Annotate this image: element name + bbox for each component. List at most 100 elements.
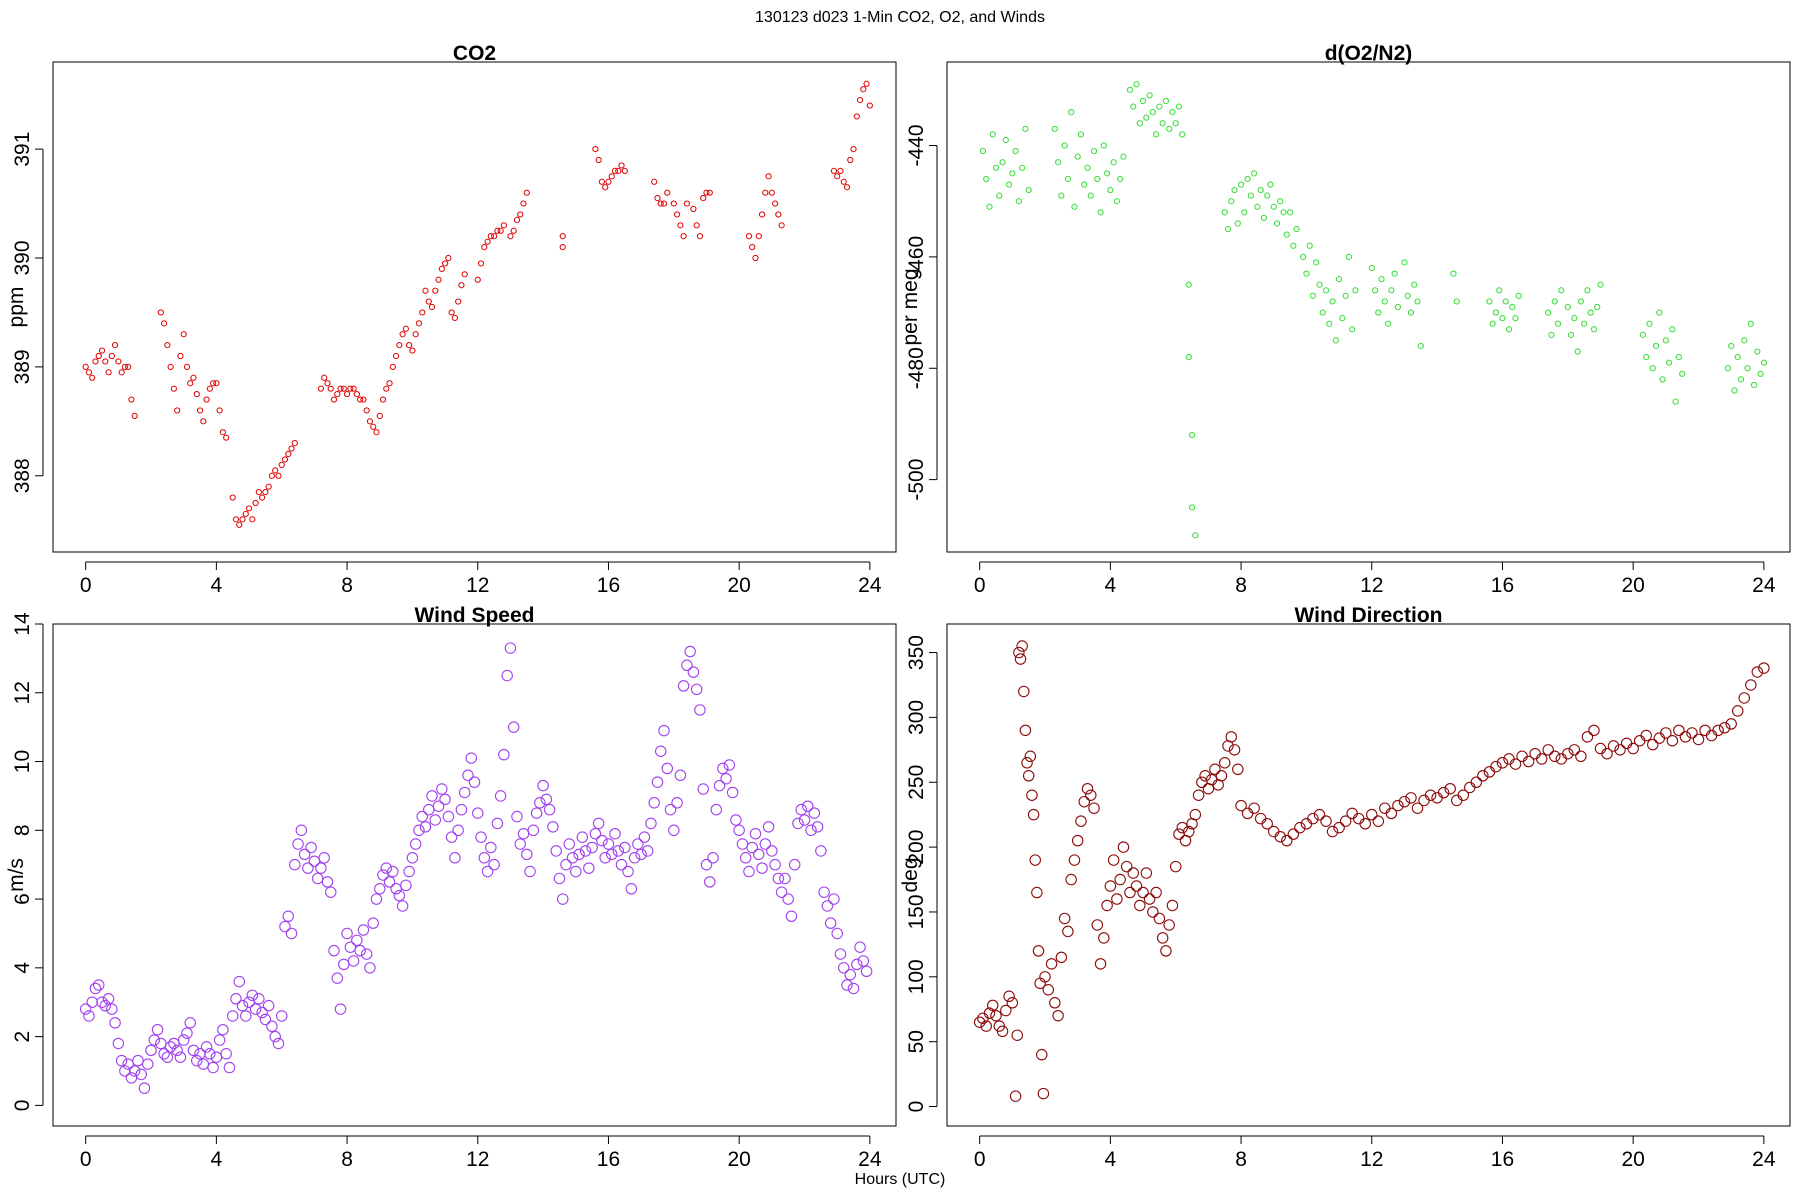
co2-data-point (487, 233, 494, 240)
wind-speed-data-point (458, 786, 471, 799)
o2-data-point (996, 192, 1003, 199)
wind-speed-data-point (628, 852, 641, 864)
wind-direction-data-point (1575, 750, 1587, 763)
wind-direction-data-point (1529, 747, 1541, 760)
o2-data-point (1584, 287, 1591, 294)
wind-direction-data-point (1081, 782, 1094, 795)
wind-direction-data-point (1052, 1009, 1064, 1022)
o2-data-point (1407, 309, 1415, 316)
wind-speed-data-point (429, 814, 442, 826)
co2-x-tick-label: 20 (727, 574, 750, 597)
wind-direction-data-point (1535, 753, 1548, 765)
wind-direction-data-point (1281, 834, 1293, 847)
wind-direction-data-point (1267, 825, 1280, 838)
wind-speed-data-point (96, 996, 108, 1008)
o2-data-point (1074, 153, 1081, 160)
co2-data-point (765, 173, 772, 180)
o2-data-point (1548, 331, 1555, 338)
wind-speed-data-point (543, 803, 556, 816)
o2-data-point (1734, 354, 1741, 361)
co2-y-tick-label: 389 (11, 349, 34, 384)
co2-data-point (598, 178, 606, 185)
o2-data-point (1368, 264, 1375, 272)
co2-x-tick-label: 12 (466, 574, 489, 597)
wind-speed-y-axis-label: m/s (5, 858, 28, 892)
o2-data-point (1352, 287, 1359, 294)
wind-speed-data-point (426, 790, 438, 802)
co2-data-point (474, 276, 481, 283)
co2-data-point (379, 396, 387, 403)
wind-speed-data-point (762, 821, 775, 833)
co2-data-point (497, 227, 504, 234)
o2-data-point (979, 147, 987, 155)
wind-direction-data-point (1011, 1029, 1023, 1041)
co2-data-point (853, 113, 860, 120)
o2-x-tick-label: 12 (1360, 574, 1383, 597)
wind-speed-data-point (161, 1051, 174, 1063)
panel-o2: d(O2/N2) 0 4 8 12 16 20 24 -500 -480 -460 -440 per m… (899, 42, 1791, 597)
co2-y-axis-label: ppm (5, 287, 28, 328)
wind-speed-data-point (197, 1058, 210, 1070)
co2-data-point (216, 407, 223, 414)
wind-direction-data-point (1679, 731, 1692, 743)
wind-speed-data-point (295, 824, 308, 837)
wind-speed-data-point (815, 845, 827, 857)
wind-speed-x-tick-label: 0 (80, 1148, 92, 1171)
wind-speed-data-point (403, 865, 415, 878)
wind-speed-data-point (259, 1013, 272, 1026)
co2-data-point (324, 380, 331, 387)
wind-speed-data-point (654, 745, 667, 757)
o2-data-point (1273, 220, 1281, 227)
o2-data-point (1316, 281, 1323, 288)
wind-direction-data-point (1320, 815, 1332, 827)
wind-speed-data-point (354, 944, 366, 957)
wind-direction-data-point (1392, 799, 1404, 812)
wind-direction-data-point (1153, 912, 1166, 925)
o2-data-point (1659, 376, 1666, 383)
wind-speed-data-point (357, 924, 370, 936)
o2-data-point (1590, 326, 1598, 333)
wind-direction-data-point (1032, 945, 1045, 957)
co2-data-point (259, 494, 266, 501)
wind-direction-data-point (1248, 802, 1260, 814)
wind-speed-data-point (527, 824, 540, 837)
co2-data-point (481, 244, 488, 251)
o2-data-point (1172, 120, 1179, 127)
wind-direction-data-point (1313, 808, 1326, 821)
wind-direction-data-point (1039, 971, 1051, 983)
wind-speed-data-point (625, 883, 638, 895)
o2-data-point (1051, 125, 1058, 132)
o2-data-point (1185, 354, 1192, 361)
co2-data-point (409, 347, 416, 354)
wind-direction-data-point (1352, 812, 1365, 825)
o2-data-point (1394, 303, 1402, 311)
wind-speed-data-point (583, 862, 595, 874)
o2-data-point (1251, 170, 1258, 177)
o2-data-point (1669, 326, 1676, 333)
wind-speed-data-point (704, 876, 716, 888)
o2-data-point (1453, 298, 1460, 305)
wind-speed-data-point (315, 862, 327, 874)
o2-data-point (1728, 342, 1735, 350)
o2-data-point (1081, 181, 1088, 188)
wind-speed-data-point (334, 1003, 347, 1015)
wind-speed-data-point (109, 1017, 121, 1029)
wind-speed-data-point (537, 779, 549, 792)
co2-data-point (121, 363, 128, 370)
co2-data-point (696, 233, 704, 240)
wind-speed-data-point (204, 1048, 216, 1060)
o2-data-point (1117, 175, 1124, 183)
o2-data-point (1087, 192, 1094, 199)
co2-data-point (500, 222, 508, 229)
o2-data-point (1257, 186, 1264, 194)
wind-direction-y-tick-label: 50 (905, 1030, 928, 1053)
wind-speed-x-tick-label: 16 (597, 1148, 620, 1171)
co2-data-point (768, 189, 775, 196)
wind-speed-data-point (305, 841, 317, 854)
co2-data-point (383, 385, 390, 392)
o2-data-point (1077, 131, 1085, 138)
o2-data-point (1162, 97, 1170, 105)
o2-data-point (1097, 209, 1104, 216)
co2-data-point (605, 178, 612, 185)
wind-direction-data-point (1036, 1048, 1048, 1061)
